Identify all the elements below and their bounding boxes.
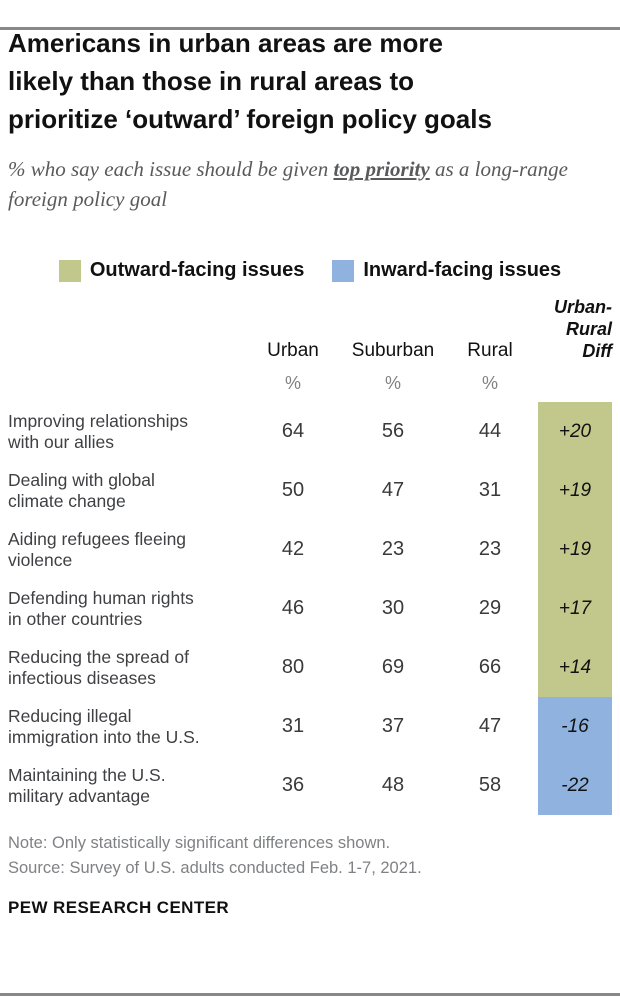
urban-value: 80 (281, 656, 305, 678)
suburban-value: 23 (381, 538, 405, 560)
chart-subtitle: % who say each issue should be given top… (8, 154, 608, 214)
row-label: Improving relationships with our allies (8, 410, 188, 452)
table-row: Improving relationships with our allies … (8, 402, 612, 461)
chart-title: Americans in urban areas are more likely… (8, 24, 612, 138)
pew-research-center-wordmark: PEW RESEARCH CENTER (8, 898, 230, 917)
column-header-row: Urban Suburban Rural Urban- Rural Diff (8, 296, 612, 364)
rural-value: 66 (478, 656, 502, 678)
subtitle-prefix: % who say each issue should be given (8, 157, 334, 181)
subtitle-emphasis: top priority (333, 157, 430, 181)
percent-suburban: % (384, 372, 401, 393)
diff-value: -16 (538, 697, 612, 756)
percent-row: % % % (8, 364, 612, 402)
rural-value: 31 (478, 479, 502, 501)
table-row: Reducing the spread of infectious diseas… (8, 638, 612, 697)
column-header-diff: Urban- Rural Diff (538, 296, 612, 364)
column-header-suburban: Suburban (351, 340, 435, 361)
row-label: Defending human rights in other countrie… (8, 587, 194, 629)
title-line-2: likely than those in rural areas to (8, 66, 415, 96)
chart-container: Americans in urban areas are more likely… (0, 24, 620, 918)
urban-value: 42 (281, 538, 305, 560)
suburban-value: 37 (381, 715, 405, 737)
percent-diff-spacer (538, 364, 612, 402)
urban-value: 50 (281, 479, 305, 501)
table-row: Reducing illegal immigration into the U.… (8, 697, 612, 756)
legend-item-outward: Outward-facing issues (58, 259, 305, 282)
note-text: Note: Only statistically significant dif… (8, 834, 391, 852)
row-label: Reducing illegal immigration into the U.… (8, 705, 200, 747)
row-label: Aiding refugees fleeing violence (8, 528, 187, 570)
column-header-rural: Rural (467, 340, 513, 361)
suburban-value: 69 (381, 656, 405, 678)
diff-header-line-2: Rural (565, 319, 612, 339)
rural-value: 58 (478, 774, 502, 796)
footnotes: Note: Only statistically significant dif… (8, 831, 612, 881)
inward-swatch-icon (332, 259, 355, 282)
label-column-spacer (8, 296, 242, 364)
diff-value: +20 (538, 402, 612, 461)
legend-label-outward: Outward-facing issues (89, 259, 305, 281)
subtitle-suffix: as a long-range foreign policy goal (8, 157, 568, 211)
diff-value: +19 (538, 461, 612, 520)
urban-value: 36 (281, 774, 305, 796)
column-header-urban: Urban (267, 340, 319, 361)
urban-value: 64 (281, 420, 305, 442)
row-label: Maintaining the U.S. military advantage (8, 764, 166, 806)
title-line-1: Americans in urban areas are more (8, 28, 443, 58)
diff-value: +14 (538, 638, 612, 697)
table-row: Maintaining the U.S. military advantage … (8, 756, 612, 815)
diff-header-line-1: Urban- (554, 297, 612, 317)
suburban-value: 30 (381, 597, 405, 619)
table-row: Aiding refugees fleeing violence 42 23 2… (8, 520, 612, 579)
top-rule (0, 27, 620, 30)
rural-value: 44 (478, 420, 502, 442)
urban-value: 31 (281, 715, 305, 737)
percent-spacer (8, 364, 242, 402)
percent-urban: % (284, 372, 301, 393)
diff-value: +19 (538, 520, 612, 579)
bottom-rule (0, 993, 620, 996)
source-text: Source: Survey of U.S. adults conducted … (8, 859, 422, 877)
suburban-value: 56 (381, 420, 405, 442)
percent-rural: % (481, 372, 498, 393)
row-label: Reducing the spread of infectious diseas… (8, 646, 189, 688)
rural-value: 23 (478, 538, 502, 560)
stat-table: Urban Suburban Rural Urban- Rural Diff %… (8, 296, 612, 815)
rural-value: 29 (478, 597, 502, 619)
table-row: Defending human rights in other countrie… (8, 579, 612, 638)
diff-value: +17 (538, 579, 612, 638)
outward-swatch-icon (58, 259, 81, 282)
legend: Outward-facing issues Inward-facing issu… (8, 259, 612, 282)
title-line-3: prioritize ‘outward’ foreign policy goal… (8, 104, 492, 134)
urban-value: 46 (281, 597, 305, 619)
table-row: Dealing with global climate change 50 47… (8, 461, 612, 520)
legend-item-inward: Inward-facing issues (332, 259, 561, 282)
rural-value: 47 (478, 715, 502, 737)
suburban-value: 48 (381, 774, 405, 796)
legend-label-inward: Inward-facing issues (363, 259, 562, 281)
diff-header-line-3: Diff (582, 341, 612, 361)
row-label: Dealing with global climate change (8, 469, 155, 511)
diff-value: -22 (538, 756, 612, 815)
suburban-value: 47 (381, 479, 405, 501)
